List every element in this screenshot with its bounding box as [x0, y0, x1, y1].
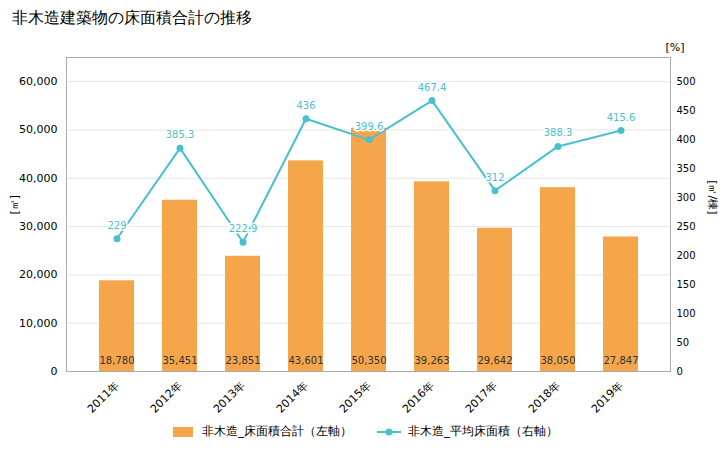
- svg-text:450: 450: [677, 105, 696, 116]
- svg-text:385.3: 385.3: [166, 129, 195, 140]
- svg-text:60,000: 60,000: [19, 75, 58, 88]
- svg-text:100: 100: [677, 308, 696, 319]
- html-text:非木造_床面積合計（左軸）: 非木造_床面積合計（左軸）: [202, 424, 352, 438]
- svg-text:2015年: 2015年: [337, 379, 374, 416]
- svg-text:39,263: 39,263: [415, 355, 450, 366]
- svg-text:2013年: 2013年: [211, 379, 248, 416]
- html-text:非木造建築物の床面積合計の推移: 非木造建築物の床面積合計の推移: [12, 8, 252, 27]
- svg-text:229: 229: [107, 220, 126, 231]
- svg-text:250: 250: [677, 221, 696, 232]
- svg-text:20,000: 20,000: [19, 268, 58, 281]
- svg-text:2018年: 2018年: [526, 379, 563, 416]
- svg-text:150: 150: [677, 279, 696, 290]
- svg-text:2011年: 2011年: [85, 379, 122, 416]
- svg-text:30,000: 30,000: [19, 220, 58, 233]
- svg-text:40,000: 40,000: [19, 172, 58, 185]
- svg-text:27,847: 27,847: [604, 355, 639, 366]
- svg-text:0: 0: [677, 366, 683, 377]
- svg-text:222.9: 222.9: [229, 223, 258, 234]
- svg-text:23,851: 23,851: [226, 355, 261, 366]
- html-text:非木造_平均床面積（右軸）: 非木造_平均床面積（右軸）: [408, 424, 558, 438]
- svg-text:436: 436: [296, 100, 315, 111]
- svg-text:312: 312: [485, 172, 504, 183]
- svg-text:2014年: 2014年: [274, 379, 311, 416]
- svg-text:[%]: [%]: [665, 41, 684, 54]
- svg-text:35,451: 35,451: [163, 355, 198, 366]
- svg-text:18,780: 18,780: [100, 355, 135, 366]
- svg-text:0: 0: [51, 365, 58, 378]
- svg-text:50,000: 50,000: [19, 123, 58, 136]
- svg-text:29,642: 29,642: [478, 355, 513, 366]
- svg-text:2019年: 2019年: [589, 379, 626, 416]
- svg-text:415.6: 415.6: [607, 112, 636, 123]
- svg-text:300: 300: [677, 192, 696, 203]
- svg-text:50: 50: [677, 337, 690, 348]
- svg-text:350: 350: [677, 163, 696, 174]
- svg-text:50,350: 50,350: [352, 355, 387, 366]
- svg-text:[㎡]: [㎡]: [8, 195, 21, 215]
- svg-text:467.4: 467.4: [418, 82, 447, 93]
- svg-text:500: 500: [677, 76, 696, 87]
- svg-text:200: 200: [677, 250, 696, 261]
- svg-text:2017年: 2017年: [463, 379, 500, 416]
- svg-text:38,050: 38,050: [541, 355, 576, 366]
- svg-text:10,000: 10,000: [19, 317, 58, 330]
- svg-text:[㎡/棟]: [㎡/棟]: [706, 180, 719, 214]
- svg-text:400: 400: [677, 134, 696, 145]
- svg-text:43,601: 43,601: [289, 355, 324, 366]
- svg-text:2016年: 2016年: [400, 379, 437, 416]
- svg-text:399.6: 399.6: [355, 121, 384, 132]
- svg-text:2012年: 2012年: [148, 379, 185, 416]
- svg-text:388.3: 388.3: [544, 127, 573, 138]
